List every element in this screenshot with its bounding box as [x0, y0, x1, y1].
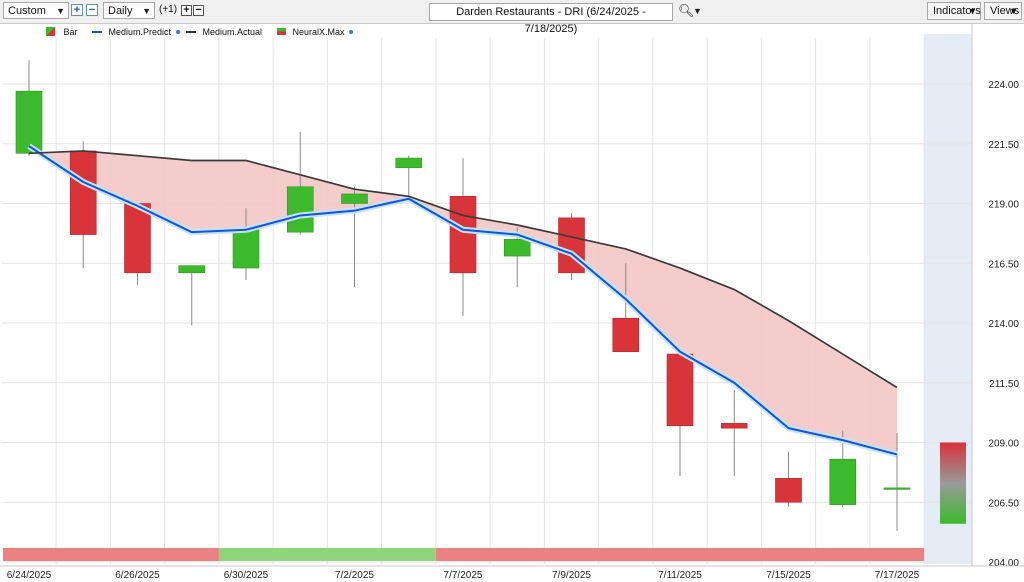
legend-item-medium-predict[interactable]: Medium.Predict: [92, 26, 180, 38]
views-label: Views: [990, 5, 1020, 17]
interval-select-value: Daily: [108, 5, 133, 17]
range-select-value: Custom: [8, 5, 46, 17]
candle-body[interactable]: [829, 458, 857, 505]
zoom-out-button[interactable]: −: [86, 4, 98, 16]
interval-select[interactable]: Daily ▼: [103, 2, 155, 19]
y-tick-label: 206.50: [988, 498, 1019, 509]
candle-body[interactable]: [720, 423, 748, 429]
prediction-band: [29, 146, 897, 455]
x-tick-label: 7/9/2025: [552, 570, 591, 581]
search-icon[interactable]: 🔍︎: [678, 3, 695, 18]
views-button[interactable]: Views ▼: [984, 2, 1022, 20]
neuralx-icon: [277, 28, 286, 36]
legend-item-bar[interactable]: Bar: [46, 26, 78, 38]
candle-body[interactable]: [775, 478, 802, 503]
y-tick-label: 221.50: [988, 140, 1019, 151]
candle-body[interactable]: [69, 150, 97, 235]
y-tick-label: 224.00: [988, 80, 1019, 91]
legend-label: NeuralX.Max: [292, 26, 345, 37]
bar-icon: [46, 27, 55, 37]
line-swatch-icon: [186, 30, 196, 33]
candle-body[interactable]: [612, 317, 640, 352]
candle-body[interactable]: [15, 90, 43, 154]
signal-strip-segment: [3, 548, 219, 561]
legend-label: Bar: [63, 26, 78, 37]
legend-label: Medium.Predict: [108, 26, 172, 37]
y-tick-label: 204.00: [988, 558, 1019, 569]
predict-line-glow: [27, 143, 898, 458]
y-tick-label: 219.00: [988, 200, 1019, 211]
legend-item-medium-actual[interactable]: Medium.Actual: [186, 26, 262, 38]
candle-body[interactable]: [286, 186, 314, 233]
offset-plus-button[interactable]: +: [181, 5, 192, 16]
candle-body[interactable]: [558, 217, 585, 274]
y-tick-label: 209.00: [988, 439, 1019, 450]
toolbar: Custom ▼ + − Daily ▼ (+1) + − Darden Res…: [0, 0, 1024, 35]
candle-body[interactable]: [666, 353, 694, 427]
chevron-down-icon[interactable]: ▼: [693, 6, 702, 16]
x-tick-label: 6/30/2025: [224, 570, 269, 581]
candle-body[interactable]: [124, 203, 151, 274]
x-tick-label: 7/11/2025: [658, 570, 702, 581]
y-tick-label: 211.50: [989, 379, 1019, 390]
zoom-in-button[interactable]: +: [71, 4, 83, 16]
chevron-down-icon: ▼: [968, 6, 977, 16]
candle-body[interactable]: [395, 157, 423, 168]
signal-strip-segment: [218, 548, 436, 561]
chevron-down-icon: ▼: [56, 6, 65, 16]
info-dot-icon: [349, 29, 354, 34]
candle-body[interactable]: [883, 487, 911, 490]
info-dot-icon: [175, 29, 180, 34]
chevron-down-icon: ▼: [1009, 6, 1018, 16]
y-tick-label: 216.50: [988, 259, 1019, 270]
x-tick-label: 7/15/2025: [766, 570, 811, 581]
candle-body[interactable]: [178, 265, 206, 274]
indicators-button[interactable]: Indicators ▼: [927, 2, 981, 20]
medium-actual-line: [28, 150, 898, 389]
x-tick-label: 6/24/2025: [7, 570, 52, 581]
range-select[interactable]: Custom ▼: [3, 2, 69, 19]
x-tick-label: 7/2/2025: [335, 570, 374, 581]
medium-predict-line: [28, 145, 898, 456]
line-swatch-icon: [92, 30, 102, 33]
chart-title-field[interactable]: Darden Restaurants - DRI (6/24/2025 - 7/…: [429, 3, 673, 35]
y-tick-label: 214.00: [988, 319, 1019, 330]
candle-body[interactable]: [449, 196, 477, 274]
signal-strip-segment: [435, 548, 925, 561]
offset-label: (+1): [159, 4, 178, 15]
legend-label: Medium.Actual: [202, 26, 263, 37]
offset-minus-button[interactable]: −: [193, 5, 204, 16]
forecast-region: [924, 34, 972, 564]
x-tick-label: 7/7/2025: [444, 570, 483, 581]
x-tick-label: 6/26/2025: [115, 570, 160, 581]
neuralx-max-bar[interactable]: [940, 442, 966, 524]
candle-body[interactable]: [232, 229, 260, 269]
x-tick-label: 7/17/2025: [875, 570, 920, 581]
candle-body[interactable]: [503, 239, 531, 257]
legend-item-neuralx-max[interactable]: NeuralX.Max: [277, 26, 354, 38]
candle-body[interactable]: [341, 193, 368, 204]
chevron-down-icon: ▼: [142, 6, 151, 16]
indicators-label: Indicators: [933, 5, 981, 17]
